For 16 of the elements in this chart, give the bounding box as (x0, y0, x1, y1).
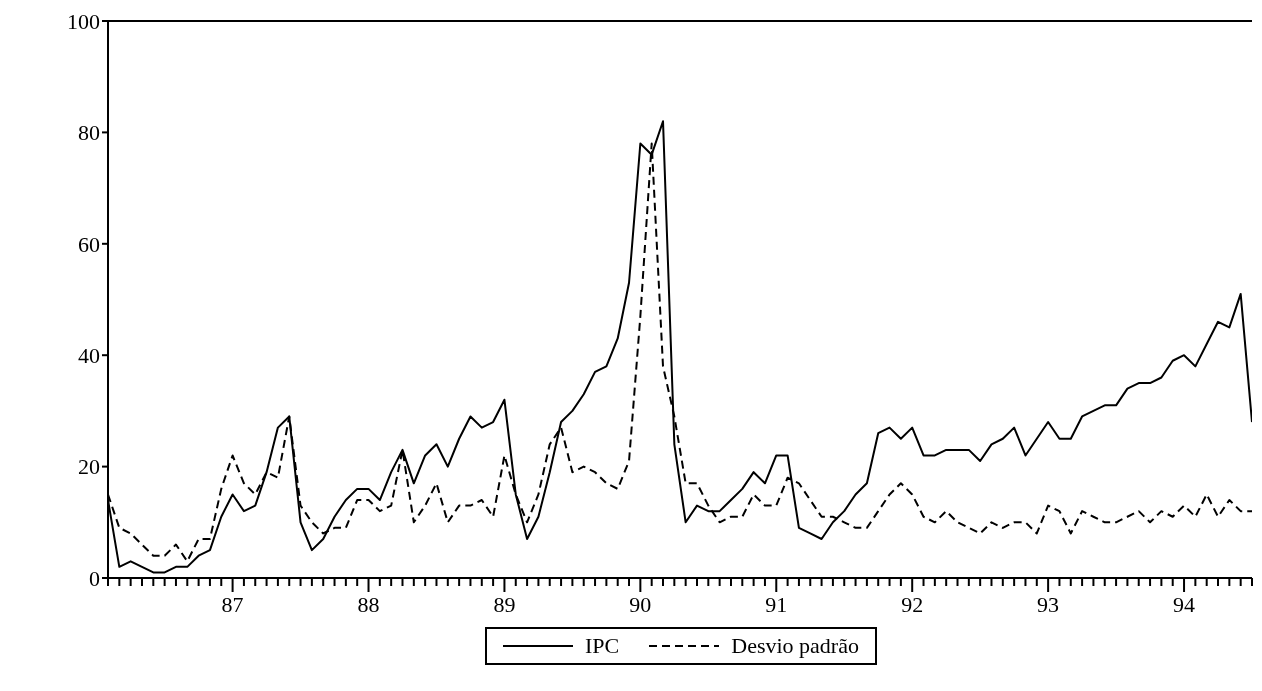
y-tick-label: 0 (89, 565, 100, 591)
x-tick-label: 88 (357, 592, 380, 617)
y-tick-label: 60 (78, 231, 100, 257)
x-tick-label: 89 (493, 592, 516, 617)
x-tick-label: 90 (629, 592, 652, 617)
y-tick-label: 40 (78, 343, 100, 369)
y-tick-label: 80 (78, 120, 100, 146)
x-tick-label: 92 (901, 592, 924, 617)
x-tick-label: 87 (221, 592, 244, 617)
legend-label: IPC (585, 633, 620, 659)
x-tick-label: 91 (765, 592, 788, 617)
legend-label: Desvio padrão (731, 633, 859, 659)
x-tick-label: 94 (1173, 592, 1196, 617)
y-tick-label: 100 (67, 8, 100, 34)
x-tick-label: 93 (1037, 592, 1060, 617)
y-tick-label: 20 (78, 454, 100, 480)
